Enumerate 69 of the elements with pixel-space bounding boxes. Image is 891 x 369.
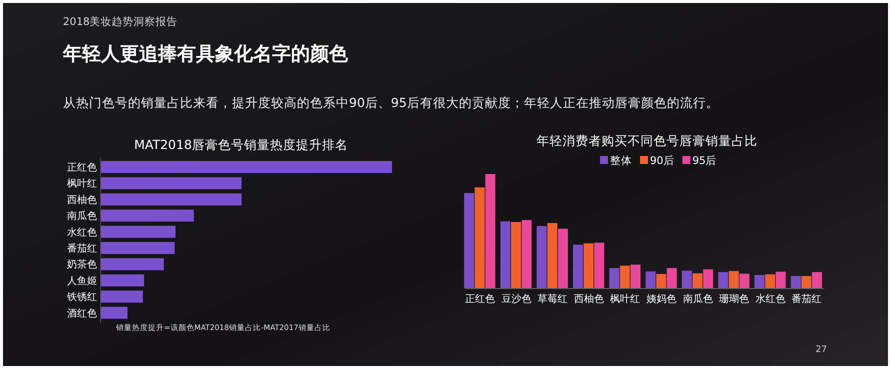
text: 2018美妆趋势洞察报告: [63, 15, 178, 28]
bar: [101, 274, 144, 286]
bar: [728, 271, 739, 288]
bar: [630, 264, 640, 288]
bar: [646, 271, 656, 288]
bar: [464, 193, 474, 288]
bar: [718, 272, 728, 288]
legend-label: 95后: [692, 154, 717, 167]
bar: [101, 210, 194, 222]
bar: [703, 269, 714, 288]
y-tick-label: 人鱼姬: [67, 274, 97, 287]
legend-label: 90后: [650, 154, 674, 167]
x-tick-label: 西柚色: [574, 293, 604, 305]
bar: [682, 270, 692, 288]
bar: [558, 228, 568, 288]
bar: [101, 177, 242, 190]
bar: [739, 274, 750, 288]
chart-title: MAT2018唇膏色号销量热度提升排名: [134, 137, 348, 152]
bar: [101, 306, 128, 319]
bar: [790, 276, 801, 288]
bar: [101, 290, 143, 303]
text: 27: [816, 345, 827, 355]
x-tick-label: 豆沙色: [501, 293, 532, 305]
x-tick-label: 水红色: [755, 293, 786, 305]
bar: [801, 276, 812, 288]
text: 从热门色号的销量占比来看，提升度较高的色系中90后、95后有很大的贡献度；年轻人正在推动唇膏颜色的流行。: [63, 95, 719, 110]
x-tick-label: 番茄红: [792, 293, 822, 305]
bar: [101, 258, 164, 270]
x-tick-label: 草莓红: [538, 293, 568, 305]
bar: [573, 244, 583, 288]
y-tick-label: 奶茶色: [67, 258, 97, 271]
bar: [536, 226, 547, 288]
bar: [101, 242, 175, 254]
bar: [812, 272, 822, 288]
bar: [101, 226, 176, 238]
bar: [656, 274, 666, 288]
bar: [584, 243, 594, 288]
legend-label: 整体: [610, 155, 632, 167]
bar: [754, 275, 764, 288]
bar: [101, 193, 242, 206]
bar: [776, 272, 786, 288]
y-tick-label: 南瓜色: [67, 210, 97, 222]
bar: [547, 223, 558, 288]
bar: [594, 242, 604, 288]
y-tick-label: 番茄红: [67, 242, 97, 254]
text: 年轻人更追捧有具象化名字的颜色: [62, 43, 349, 65]
chart-title: 年轻消费者购买不同色号唇膏销量占比: [536, 133, 758, 148]
bar: [485, 174, 496, 288]
bar: [666, 268, 677, 288]
bar: [692, 273, 702, 288]
y-tick-label: 西柚色: [67, 194, 97, 206]
y-tick-label: 正红色: [67, 162, 97, 174]
bar: [500, 221, 510, 288]
x-tick-label: 姨妈色: [646, 293, 676, 305]
bar: [765, 274, 776, 288]
bar: [101, 161, 392, 173]
y-tick-label: 铁锈红: [66, 291, 97, 304]
x-tick-label: 枫叶红: [610, 293, 640, 305]
bar: [474, 187, 485, 288]
bar: [522, 220, 532, 288]
y-tick-label: 水红色: [67, 226, 97, 238]
x-tick-label: 南瓜色: [682, 293, 713, 305]
x-tick-label: 珊瑚色: [719, 293, 750, 305]
x-tick-label: 正红色: [465, 293, 495, 305]
bar: [609, 268, 620, 288]
bar: [511, 222, 521, 288]
y-tick-label: 枫叶红: [67, 178, 97, 190]
bar: [620, 266, 630, 288]
y-tick-label: 酒红色: [67, 307, 97, 320]
